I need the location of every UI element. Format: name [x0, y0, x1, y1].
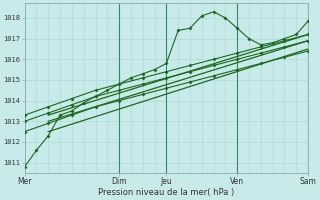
- X-axis label: Pression niveau de la mer( hPa ): Pression niveau de la mer( hPa ): [98, 188, 235, 197]
